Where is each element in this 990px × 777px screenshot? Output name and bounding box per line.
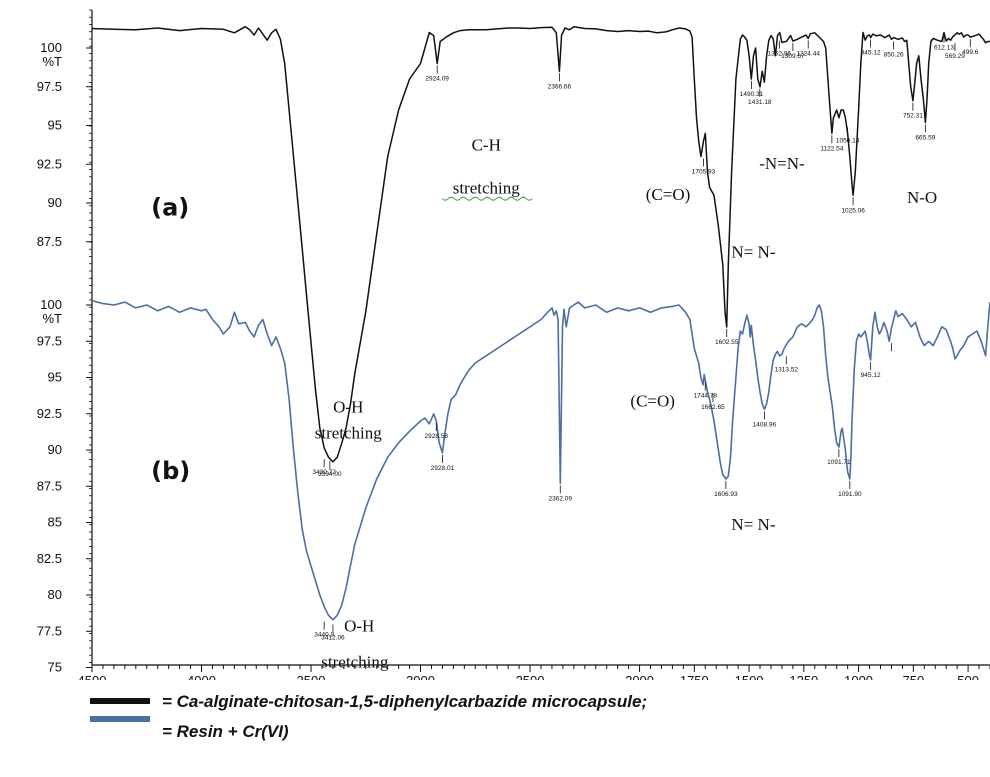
peak-label-a: 1705.93 [692,169,716,176]
y-tick-label-b: 82.5 [37,551,62,566]
peak-label-a: 2366.66 [548,83,572,90]
series-layer [91,25,990,621]
x-tick-label: 1750 [680,673,709,680]
peak-label-a: 1050.14 [836,138,860,145]
y-unit-label-a: %T [43,54,63,69]
y-tick-label-a: 92.5 [37,156,62,171]
peak-label-a: 1122.54 [820,145,843,152]
legend-label-a: = Ca-alginate-chitosan-1,5-diphenylcarba… [162,692,648,711]
peak-label-b: 3412.06 [321,635,345,642]
peak-label-a: 3430.72 [312,469,336,476]
peak-label-a: 1352.96 [768,51,792,58]
y-tick-label-b: 77.5 [37,623,62,638]
peak-label-b: 1313.52 [775,366,799,373]
spellcheck-underline [441,196,533,201]
y-tick-label-a: 97.5 [37,79,62,94]
y-tick-label-b: 75 [48,660,62,675]
peak-label-a: 3394.00 [318,471,342,478]
x-tick-label: 1000 [844,673,873,680]
x-tick-label: 2000 [625,673,654,680]
annotation-8: (C=O) [630,392,675,411]
annotation-2: (C=O) [646,185,691,204]
annotation-0: C-H [472,135,501,154]
annotation-1: stretching [453,179,521,198]
y-tick-label-a: 95 [48,118,62,133]
panel-label-b: (b) [151,457,190,485]
peak-label-b: 1662.65 [701,404,725,411]
peak-label-b: 1091.90 [838,491,862,498]
y-tick-label-b: 92.5 [37,406,62,421]
legend-swatch-b [90,716,150,722]
annotations: (a) (b) C-H stretching (C=O) -N=N- N= N- N-O O-H… [151,135,937,671]
y-unit-label-b: %T [43,311,63,326]
annotation-9: N= N- [731,515,775,534]
peak-label-a: 1224.44 [796,50,820,57]
peak-label-b: 1744.78 [694,392,718,399]
annotation-6: O-H [333,397,363,416]
annotation-3: -N=N- [759,154,805,173]
peak-label-a: 499.6 [962,49,979,56]
series-line-b [91,299,990,621]
legend-entry-b: = Resin + Cr(VI) [90,716,950,752]
annotation-4: N= N- [731,242,775,261]
y-tick-label-a: 100 [40,40,62,55]
y-tick-label-b: 80 [48,587,62,602]
x-tick-label: 3000 [406,673,435,680]
peak-label-b: 2362.09 [549,495,573,502]
y-tick-label-b: 100 [40,297,62,312]
peak-label-a: 665.59 [915,134,935,141]
peak-label-a: 1490.31 [740,91,764,98]
peak-label-a: 1025.06 [841,207,865,214]
peak-label-b: 1091.71 [827,459,851,466]
peak-label-b: 1408.96 [753,421,777,428]
peak-label-b: 2928.01 [431,465,455,472]
axes: 4500 4000 3500 3000 2500 2000 1750 1500 1250 1000… [37,9,990,680]
x-tick-label: 750 [902,673,924,680]
peak-label-a: 1602.55 [715,339,739,346]
peak-label-a: 1431.18 [748,99,772,106]
peak-label-a: 945.12 [861,50,881,57]
x-tick-label: 500 [957,673,979,680]
x-tick-label: 2500 [516,673,545,680]
peak-label-b: 2928.58 [425,433,449,440]
annotation-10: O-H [344,616,374,635]
annotation-11: stretching [321,653,389,672]
legend-entry-a: = Ca-alginate-chitosan-1,5-diphenylcarba… [90,692,950,722]
legend-swatch-a [90,698,150,704]
y-tick-label-a: 90 [48,195,62,210]
annotation-5: N-O [907,188,937,207]
peak-label-b: 3440.9 [314,632,334,639]
peak-label-a: 1309.67 [781,53,805,60]
plot-background [0,0,990,680]
y-tick-label-b: 95 [48,370,62,385]
legend-label-b: = Resin + Cr(VI) [162,722,289,741]
annotation-7: stretching [315,423,383,442]
peak-label-a: 569.29 [945,53,965,60]
peak-label-a: 2924.09 [425,76,449,83]
ftir-spectrum-chart: 4500 4000 3500 3000 2500 2000 1750 1500 1250 1000… [0,0,990,680]
x-tick-label: 3500 [297,673,326,680]
x-tick-label: 4500 [78,673,107,680]
series-line-a [91,25,990,463]
x-tick-label: 1500 [735,673,764,680]
x-tick-label: 4000 [187,673,216,680]
y-tick-label-b: 87.5 [37,478,62,493]
peak-label-a: 612.13 [934,45,954,52]
y-tick-label-b: 85 [48,515,62,530]
y-tick-label-b: 97.5 [37,333,62,348]
y-tick-label-b: 90 [48,442,62,457]
x-tick-label: 1250 [789,673,818,680]
peak-label-b: 945.12 [861,372,881,379]
peak-label-a: 752.31 [903,113,923,120]
panel-label-a: (a) [151,193,189,221]
peak-label-b: 1606.93 [714,491,738,498]
peak-label-a: 850.26 [884,51,904,58]
y-tick-label-a: 87.5 [37,234,62,249]
